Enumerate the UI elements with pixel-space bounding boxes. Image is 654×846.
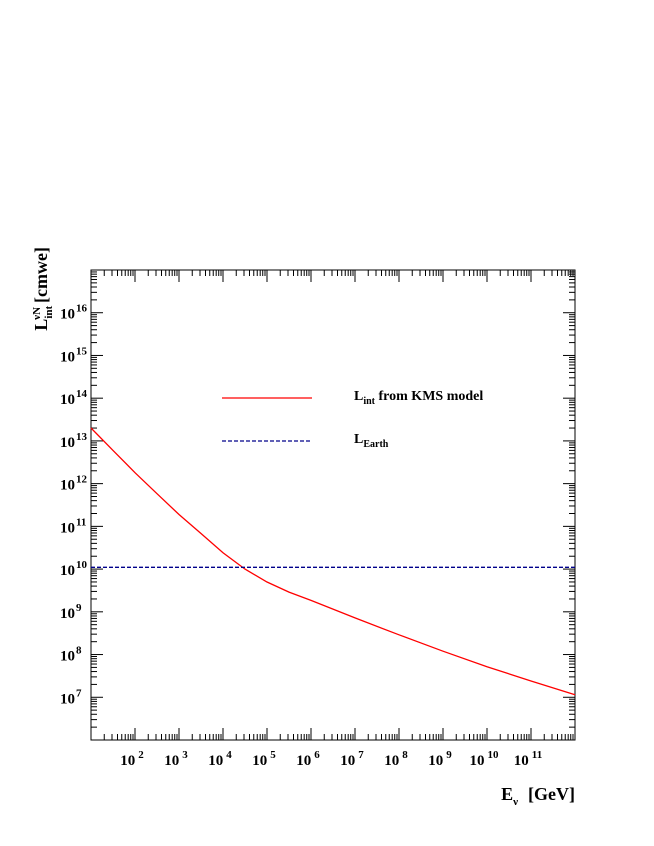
x-tick-label: 10 9: [428, 749, 452, 769]
y-tick-labels: 107 108 109 1010 1011 1012 1013 1014 1015 1016: [60, 303, 88, 708]
y-axis-title: LintνN [cmwe]: [31, 247, 55, 331]
x-tick-label: 10 2: [120, 749, 144, 769]
y-tick-label: 1010: [60, 559, 88, 579]
y-tick-label: 109: [60, 602, 82, 622]
x-axis-title-sub: ν: [512, 796, 518, 808]
y-tick-label: 1011: [60, 516, 86, 536]
legend-label: Lint from KMS model: [354, 389, 483, 407]
y-tick-label: 1016: [60, 303, 88, 323]
minor-ticks: [91, 270, 575, 740]
plot-frame: [90, 269, 576, 741]
y-axis-title-unit: [cmwe]: [31, 247, 51, 303]
x-tick-label: 10 10: [470, 749, 500, 769]
x-tick-label: 10 3: [164, 749, 188, 769]
x-axis-title: Eν [GeV]: [501, 784, 575, 808]
y-tick-label: 1012: [60, 474, 88, 494]
y-tick-label: 1013: [60, 431, 88, 451]
y-tick-label: 108: [60, 645, 82, 665]
x-tick-labels: 10 2 10 3 10 4 10 5 10 6 10 7 10 8 10 9 10 10 10 11: [120, 749, 542, 769]
series-layer: [90, 427, 576, 696]
y-tick-label: 1015: [60, 345, 88, 365]
series-line-kms: [90, 427, 576, 696]
x-tick-label: 10 7: [340, 749, 364, 769]
y-tick-label: 1014: [60, 388, 88, 408]
x-axis-title-main: E: [501, 784, 513, 804]
y-axis-title-main: L: [31, 319, 51, 331]
major-ticks: [90, 269, 576, 741]
x-tick-label: 10 4: [208, 749, 232, 769]
legend: Lint from KMS model LEarth: [222, 389, 483, 450]
y-axis-title-sub: int: [43, 305, 55, 318]
y-tick-label: 107: [60, 687, 82, 707]
x-tick-label: 10 6: [296, 749, 320, 769]
x-axis-title-unit: [GeV]: [528, 784, 575, 804]
x-tick-label: 10 8: [384, 749, 408, 769]
legend-label: LEarth: [354, 432, 389, 450]
y-axis-title-sup: νN: [31, 307, 43, 321]
x-tick-label: 10 11: [514, 749, 542, 769]
x-tick-label: 10 5: [252, 749, 276, 769]
